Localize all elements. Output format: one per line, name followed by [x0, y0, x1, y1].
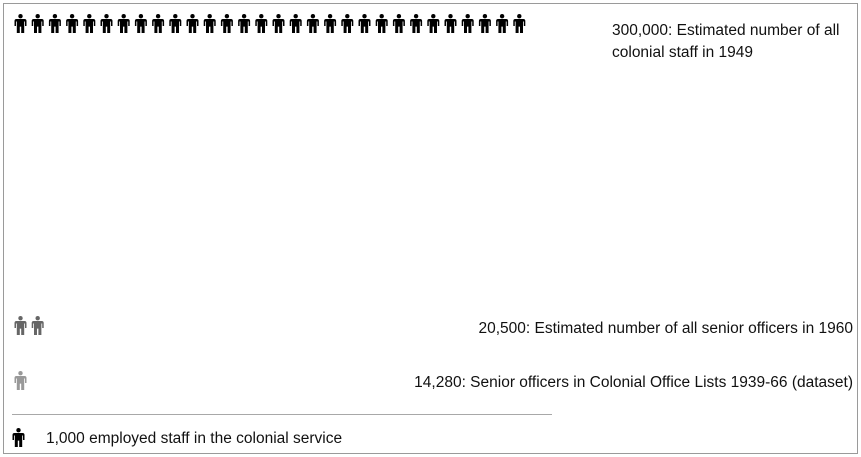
all-colonial-staff-person-icon — [272, 14, 285, 33]
all-colonial-staff-person-icon — [392, 14, 405, 33]
all-colonial-staff-person-icon — [358, 14, 371, 33]
legend-divider — [12, 414, 552, 415]
all-colonial-staff-person-icon — [220, 14, 233, 33]
all-colonial-staff-person-icon — [238, 14, 251, 33]
all-colonial-staff-person-icon — [48, 14, 61, 33]
all-colonial-staff-person-icon — [203, 14, 216, 33]
all-colonial-staff-person-icon — [169, 14, 182, 33]
all-colonial-staff-person-icon — [427, 14, 440, 33]
series-senior-officers-label: 20,500: Estimated number of all senior o… — [478, 320, 853, 337]
all-colonial-staff-person-icon — [66, 14, 79, 33]
dataset-officers-person-icon — [14, 371, 27, 390]
legend-label: 1,000 employed staff in the colonial ser… — [46, 430, 343, 447]
all-colonial-staff-person-icon — [83, 14, 96, 33]
all-colonial-staff-person-icon — [513, 14, 526, 33]
all-colonial-staff-person-icon — [117, 14, 130, 33]
senior-officers-person-icon — [31, 316, 44, 335]
chart-frame — [3, 3, 858, 454]
all-colonial-staff-person-icon — [375, 14, 388, 33]
all-colonial-staff-person-icon — [444, 14, 457, 33]
all-colonial-staff-person-icon — [100, 14, 113, 33]
all-colonial-staff-person-icon — [31, 14, 44, 33]
all-colonial-staff-person-icon — [289, 14, 302, 33]
series-dataset-officers-label: 14,280: Senior officers in Colonial Offi… — [414, 374, 853, 391]
all-colonial-staff-person-icon — [341, 14, 354, 33]
senior-officers-person-icon — [14, 316, 27, 335]
all-colonial-staff-person-icon — [14, 14, 27, 33]
all-colonial-staff-person-icon — [255, 14, 268, 33]
all-colonial-staff-person-icon — [478, 14, 491, 33]
all-colonial-staff-person-icon — [306, 14, 319, 33]
series-senior-officers-icons — [14, 316, 44, 335]
series-all-colonial-staff-icons — [14, 14, 526, 33]
series-all-colonial-staff-label: 300,000: Estimated number of all colonia… — [612, 22, 840, 61]
all-colonial-staff-person-icon — [496, 14, 509, 33]
legend-person-icon — [12, 428, 25, 447]
all-colonial-staff-person-icon — [186, 14, 199, 33]
all-colonial-staff-person-icon — [461, 14, 474, 33]
legend-person-icon — [12, 428, 25, 447]
all-colonial-staff-person-icon — [324, 14, 337, 33]
all-colonial-staff-person-icon — [152, 14, 165, 33]
all-colonial-staff-person-icon — [410, 14, 423, 33]
all-colonial-staff-person-icon — [134, 14, 147, 33]
series-dataset-officers-icons — [14, 371, 27, 390]
